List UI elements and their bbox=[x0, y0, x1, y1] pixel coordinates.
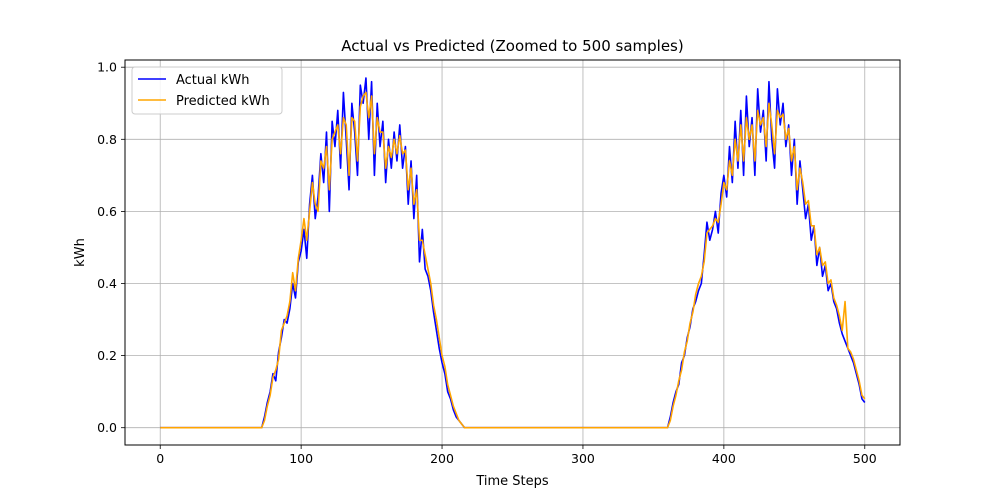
plot-frame bbox=[124, 59, 901, 446]
y-tick-label: 0.4 bbox=[97, 276, 117, 291]
legend-box bbox=[131, 66, 283, 115]
legend-label-predicted: Predicted kWh bbox=[176, 94, 270, 109]
legend: Actual kWh Predicted kWh bbox=[131, 66, 283, 115]
grid bbox=[125, 60, 900, 445]
series-line-predicted bbox=[160, 91, 866, 429]
y-axis-label: kWh bbox=[73, 238, 88, 267]
x-tick-label: 0 bbox=[156, 451, 164, 466]
axis-ticks: 0 100 200 300 400 500 0.0 0.2 0.4 0.6 0.8 1.0 bbox=[97, 60, 877, 466]
y-tick-label: 0.2 bbox=[97, 348, 117, 363]
y-tick-label: 0.8 bbox=[97, 132, 117, 147]
chart-title: Actual vs Predicted (Zoomed to 500 sampl… bbox=[341, 37, 683, 55]
y-tick-label: 0.6 bbox=[97, 204, 117, 219]
x-tick-label: 400 bbox=[712, 451, 736, 466]
x-tick-label: 500 bbox=[853, 451, 877, 466]
x-tick-label: 100 bbox=[289, 451, 313, 466]
legend-label-actual: Actual kWh bbox=[176, 73, 249, 88]
x-tick-label: 200 bbox=[430, 451, 454, 466]
series-lines bbox=[160, 77, 866, 429]
x-axis-label: Time Steps bbox=[475, 474, 549, 489]
y-tick-label: 1.0 bbox=[97, 60, 117, 75]
y-tick-label: 0.0 bbox=[97, 420, 117, 435]
x-tick-label: 300 bbox=[571, 451, 595, 466]
